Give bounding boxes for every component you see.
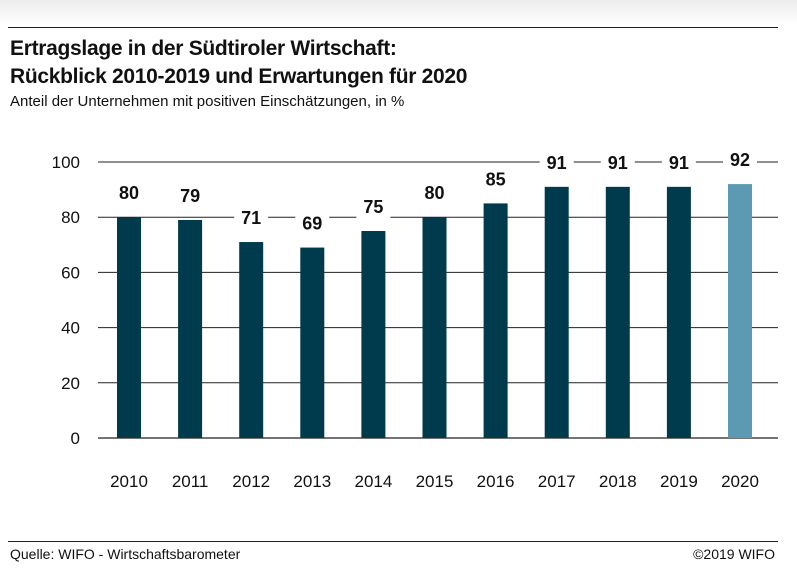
top-rule: [8, 27, 778, 28]
data-label: 79: [180, 186, 200, 206]
data-label: 92: [730, 150, 750, 170]
x-tick-label: 2016: [477, 472, 515, 491]
data-label: 91: [669, 153, 689, 173]
data-label-background: [417, 179, 452, 206]
x-axis-tick-labels: 2010 2011 2012 2013 2014 2015 2016 2017 2018 2019…: [110, 472, 759, 491]
data-label: 80: [424, 183, 444, 203]
bar: [422, 217, 447, 438]
x-tick-label: 2011: [172, 472, 209, 491]
y-tick-label: 20: [61, 374, 80, 393]
data-label-background: [661, 148, 696, 175]
bars: [117, 184, 752, 438]
source-note: Quelle: WIFO - Wirtschaftsbarometer: [10, 546, 241, 562]
y-axis-tick-labels: 0 20 40 60 80 100: [52, 153, 80, 448]
copyright-note: ©2019 WIFO: [693, 546, 775, 562]
x-tick-label: 2014: [354, 472, 392, 491]
top-fade: [0, 0, 797, 26]
x-tick-label: 2017: [538, 472, 576, 491]
data-label-background: [539, 148, 574, 175]
y-tick-label: 80: [61, 208, 80, 227]
bar: [239, 242, 264, 438]
data-label: 80: [119, 183, 139, 203]
data-label: 71: [241, 208, 261, 228]
bar: [544, 186, 569, 438]
data-label: 91: [547, 153, 567, 173]
bar: [361, 231, 386, 438]
bar: [483, 203, 508, 438]
y-tick-label: 60: [61, 263, 80, 282]
data-label-background: [356, 193, 391, 219]
x-tick-label: 2020: [721, 472, 759, 491]
x-tick-label: 2018: [599, 472, 637, 491]
data-label-background: [112, 179, 146, 206]
data-label-background: [600, 148, 635, 175]
bottom-rule: [8, 541, 778, 542]
data-label-background: [723, 146, 757, 173]
x-tick-label: 2019: [660, 472, 698, 491]
data-label: 69: [302, 214, 322, 234]
bar: [117, 217, 141, 438]
x-tick-label: 2010: [110, 472, 148, 491]
data-label: 75: [363, 197, 383, 217]
bar: [666, 186, 691, 438]
data-label: 85: [486, 169, 506, 189]
data-label-background: [478, 165, 513, 192]
y-tick-label: 0: [71, 429, 80, 448]
bar-chart: 0 20 40 60 80 100 80 79 71 69 75 80 85 91 91 91 92 2010…: [51, 146, 778, 491]
data-label: 91: [608, 153, 628, 173]
data-label-background: [234, 204, 269, 231]
bar: [178, 219, 203, 438]
chart-subtitle: Anteil der Unternehmen mit positiven Ein…: [10, 93, 405, 110]
chart-title-line-1: Ertragslage in der Südtiroler Wirtschaft…: [10, 37, 397, 60]
bar: [728, 184, 752, 438]
x-tick-label: 2013: [293, 472, 331, 491]
data-label-background: [173, 181, 208, 208]
data-labels: 80 79 71 69 75 80 85 91 91 91 92: [112, 146, 757, 236]
bar: [605, 186, 630, 438]
x-tick-label: 2012: [232, 472, 270, 491]
x-tick-label: 2015: [416, 472, 454, 491]
bar: [300, 247, 325, 438]
chart-title-line-2: Rückblick 2010-2019 und Erwartungen für …: [10, 65, 468, 88]
y-tick-label: 40: [61, 319, 80, 338]
data-label-background: [295, 209, 330, 236]
y-tick-label: 100: [52, 153, 80, 172]
